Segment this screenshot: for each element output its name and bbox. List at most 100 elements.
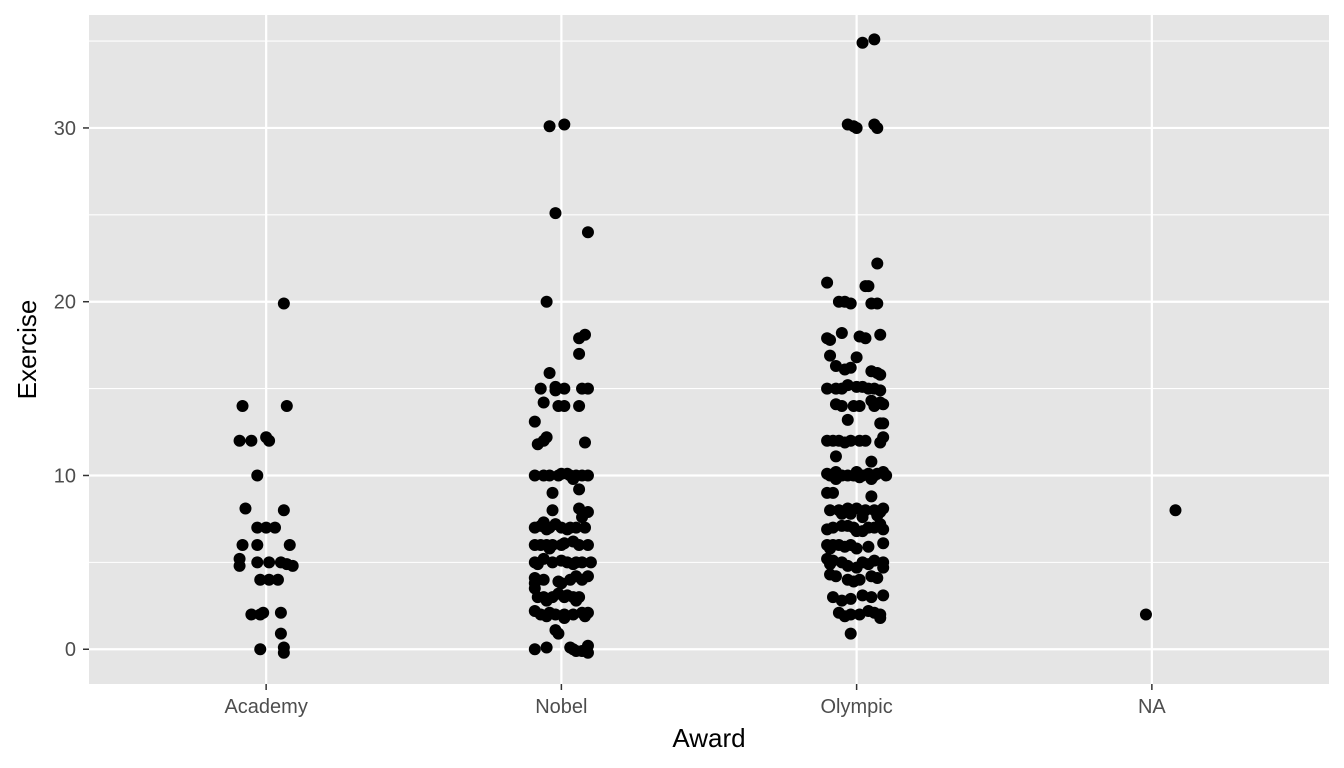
data-point [543, 469, 556, 482]
data-point [540, 610, 553, 623]
data-point [847, 575, 860, 588]
data-point [286, 559, 299, 572]
y-tick-label: 10 [54, 465, 76, 487]
data-point [528, 415, 541, 428]
data-point [868, 399, 881, 412]
data-point [579, 436, 591, 449]
data-point [824, 504, 837, 517]
data-point [573, 347, 586, 360]
data-point [561, 523, 574, 536]
data-point [859, 434, 872, 447]
data-point [549, 207, 562, 220]
data-point [853, 399, 866, 412]
data-point [263, 556, 276, 569]
data-point [546, 486, 559, 499]
data-point [844, 507, 857, 520]
data-point [558, 591, 571, 604]
data-point [581, 382, 594, 395]
data-point [543, 366, 556, 379]
data-point [865, 472, 878, 485]
data-point [549, 384, 562, 397]
data-point [581, 226, 594, 239]
x-tick-label: NA [1138, 696, 1166, 718]
x-axis: Academy Nobel Olympic NA [224, 684, 1166, 718]
data-point [581, 646, 594, 659]
y-axis-title: Exercise [12, 300, 42, 400]
data-point [570, 594, 583, 607]
data-point [534, 382, 547, 395]
x-tick-label: Academy [224, 696, 307, 718]
data-point [576, 511, 589, 524]
data-point [865, 490, 878, 503]
data-point [245, 608, 258, 621]
data-point [236, 538, 249, 551]
data-point [269, 521, 281, 534]
data-point [573, 399, 586, 412]
data-point [254, 608, 267, 621]
data-point [844, 361, 857, 374]
data-point [865, 455, 878, 468]
data-point [838, 610, 851, 623]
data-point [853, 608, 866, 621]
data-point [829, 570, 842, 583]
data-point [546, 504, 559, 517]
data-point [584, 556, 597, 569]
data-point [824, 542, 837, 555]
data-point [581, 469, 594, 482]
data-point [555, 577, 568, 590]
data-point [871, 257, 884, 270]
data-point [531, 438, 544, 451]
data-point [558, 611, 571, 624]
y-axis: 0 10 20 30 [54, 118, 89, 661]
data-point [827, 486, 839, 499]
data-point [579, 521, 591, 534]
data-point [871, 572, 884, 585]
data-point [1139, 608, 1152, 621]
plot-panel [89, 15, 1329, 684]
data-point [1169, 504, 1182, 517]
data-point [274, 627, 287, 640]
data-point [824, 333, 837, 346]
data-point [850, 542, 863, 555]
data-point [245, 434, 258, 447]
data-point [835, 399, 848, 412]
data-point [537, 396, 550, 409]
data-point [874, 384, 887, 397]
y-tick-label: 30 [54, 118, 76, 140]
data-point [862, 540, 875, 553]
data-point [552, 627, 565, 640]
data-point [877, 561, 890, 574]
data-point [844, 627, 857, 640]
data-point [877, 523, 890, 536]
data-point [877, 589, 890, 602]
data-point [824, 349, 837, 362]
data-point [579, 610, 591, 623]
data-point [853, 471, 866, 484]
data-point [543, 120, 556, 133]
data-point [877, 417, 890, 430]
data-point [251, 469, 264, 482]
data-point [821, 523, 834, 536]
data-point [236, 399, 249, 412]
data-point [531, 558, 544, 571]
data-point [263, 573, 276, 586]
data-point [277, 504, 290, 517]
data-point [829, 472, 842, 485]
data-point [874, 328, 887, 341]
data-point [835, 507, 848, 520]
data-point [856, 36, 869, 49]
data-point [280, 399, 293, 412]
data-point [844, 297, 857, 310]
data-point [874, 368, 887, 381]
data-point [581, 538, 594, 551]
data-point [251, 538, 264, 551]
data-point [239, 502, 252, 515]
data-point [260, 521, 273, 534]
data-point [573, 538, 586, 551]
data-point [862, 280, 875, 293]
data-point [874, 611, 887, 624]
data-point [254, 573, 267, 586]
data-point [824, 558, 837, 571]
x-tick-label: Nobel [535, 696, 587, 718]
